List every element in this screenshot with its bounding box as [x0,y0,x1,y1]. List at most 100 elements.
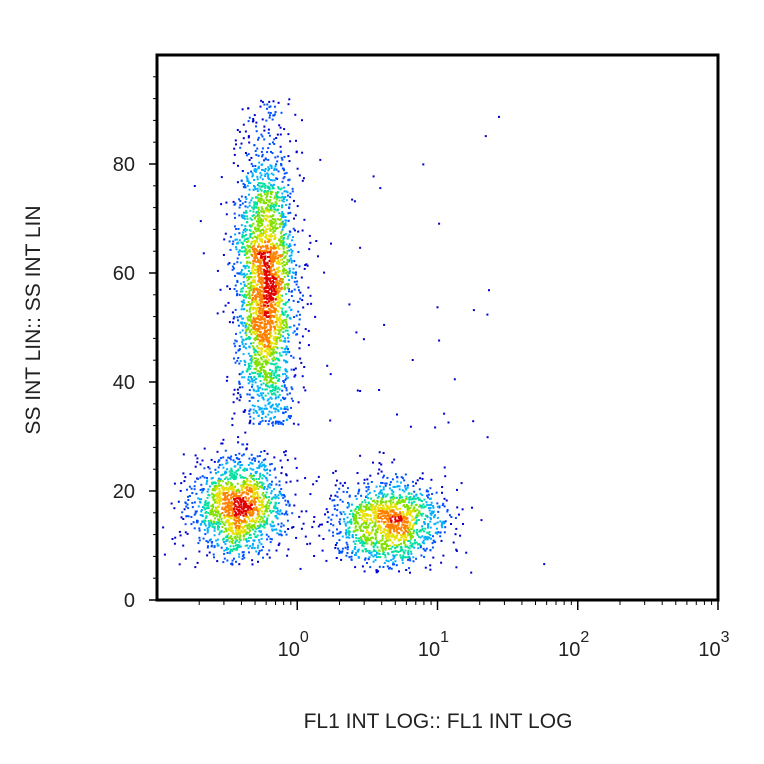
data-point [408,514,411,517]
data-point [256,483,258,486]
data-point [225,462,228,465]
data-point [398,538,401,541]
data-point [398,494,401,497]
data-point [422,530,425,533]
data-point [242,137,245,140]
data-point [206,554,209,557]
data-point [271,404,274,407]
data-point [286,273,289,276]
data-point [254,227,257,230]
data-point [222,473,224,476]
data-point [227,521,230,524]
data-point [253,357,256,360]
data-point [288,259,291,262]
data-point [389,544,392,547]
data-point [263,407,266,410]
data-point [268,499,270,502]
data-point [289,417,292,420]
data-point [251,272,254,275]
data-point [259,518,262,521]
data-point [209,471,212,474]
data-point [257,211,260,214]
data-point [338,549,341,552]
data-point [257,208,260,211]
data-point [283,190,286,193]
data-point [191,506,194,509]
data-point [246,303,249,306]
data-point [248,292,251,295]
data-point [405,497,408,500]
data-point [401,523,404,526]
data-point [245,290,248,293]
data-point [295,466,298,469]
data-point [376,546,379,549]
data-point [224,508,227,511]
data-point [229,235,232,238]
data-point [369,566,372,569]
data-point [264,209,267,212]
data-point [278,280,281,282]
data-point [252,493,255,496]
data-point [280,156,283,159]
data-point [264,404,267,407]
data-point [398,513,401,516]
data-point [353,548,356,550]
data-point [222,523,225,525]
data-point [268,200,271,203]
data-point [286,329,289,332]
data-point [196,520,199,522]
data-point [375,494,377,497]
data-point [283,407,286,410]
data-point [368,549,371,552]
data-point [198,498,201,501]
data-point [237,392,240,395]
data-point [264,458,267,461]
data-point [260,229,263,232]
data-point [207,512,210,515]
data-point [258,161,261,164]
data-point [284,454,287,457]
data-point [246,237,249,240]
data-point [254,150,257,152]
data-point [219,288,222,291]
data-point [363,541,366,544]
data-point [182,544,185,547]
data-point [296,300,299,303]
data-point [222,561,225,564]
data-point [396,480,399,483]
data-point [220,530,223,533]
data-point [374,534,377,537]
data-point [394,560,397,563]
data-point [412,507,415,510]
data-point [387,519,390,522]
data-point [252,232,255,235]
data-point [352,513,355,516]
data-point [408,496,411,499]
data-point [288,504,291,507]
data-point [272,421,275,424]
data-point [226,505,228,508]
data-point [244,431,247,434]
data-point [350,522,353,525]
data-point [259,322,262,324]
data-point [387,525,390,528]
data-point [228,516,231,518]
data-point [272,214,275,217]
data-point [270,215,273,218]
data-point [246,273,249,276]
data-point [283,381,285,384]
data-point [261,413,264,415]
data-point [274,505,277,508]
data-point [213,534,216,537]
data-point [403,479,406,482]
data-point [358,514,361,517]
data-point [438,505,441,508]
data-point [413,495,416,498]
data-point [258,513,261,516]
data-point [390,559,393,562]
data-point [263,191,266,193]
data-point [263,524,266,526]
data-point [272,322,275,325]
data-point [296,205,299,208]
data-point [274,208,277,211]
